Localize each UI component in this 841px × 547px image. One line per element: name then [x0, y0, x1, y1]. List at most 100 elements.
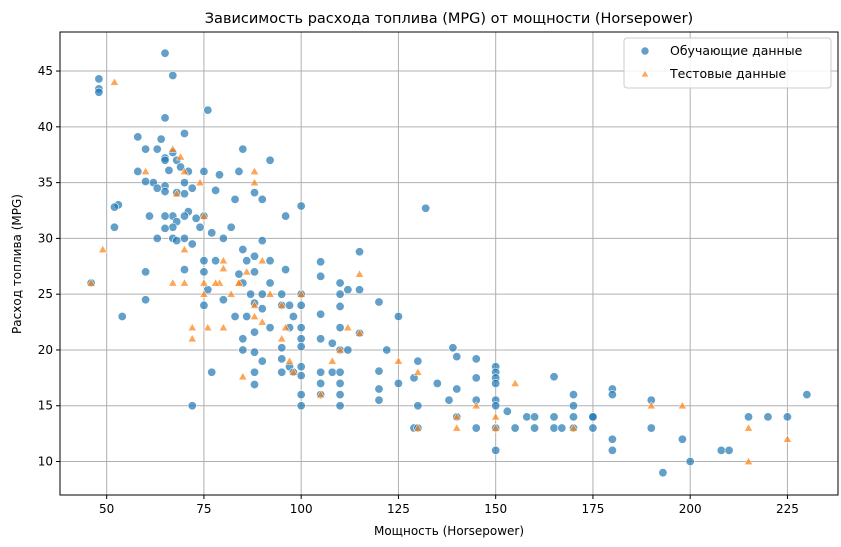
train-point	[179, 189, 189, 199]
train-point	[335, 278, 345, 288]
train-point	[265, 323, 275, 333]
test-point	[226, 289, 236, 298]
train-point	[172, 236, 182, 246]
train-point	[94, 74, 104, 84]
test-point	[354, 269, 365, 278]
train-point	[335, 367, 345, 377]
y-axis-ticks: 10 15 20 25 30 35 40 45	[38, 64, 60, 469]
x-tick-label: 175	[581, 502, 604, 516]
test-point	[199, 289, 209, 298]
train-point	[246, 289, 256, 299]
x-tick-label: 100	[290, 502, 313, 516]
train-point	[549, 372, 559, 382]
train-point	[179, 129, 189, 139]
x-tick-label: 75	[196, 502, 211, 516]
test-point	[176, 152, 186, 161]
train-point	[374, 395, 384, 405]
train-point	[214, 170, 224, 180]
test-point	[677, 401, 687, 410]
train-point	[176, 162, 186, 172]
train-point	[179, 265, 189, 275]
train-point	[409, 373, 419, 383]
test-point	[284, 356, 295, 365]
train-point	[646, 423, 656, 433]
train-point	[168, 222, 178, 232]
train-point	[250, 347, 260, 357]
train-point	[327, 367, 337, 377]
train-point	[343, 285, 353, 295]
train-point	[152, 144, 162, 154]
test-point	[452, 423, 462, 432]
train-point	[491, 445, 501, 455]
test-point	[218, 263, 228, 272]
train-point	[160, 155, 170, 165]
test-point	[98, 244, 108, 253]
train-point	[277, 367, 287, 377]
train-point	[296, 362, 306, 372]
test-point	[234, 278, 244, 287]
test-point	[277, 334, 287, 343]
train-point	[94, 87, 104, 97]
train-point	[250, 251, 260, 261]
train-point	[677, 434, 687, 444]
train-point	[296, 390, 306, 400]
test-point	[249, 177, 260, 186]
y-tick-label: 15	[38, 399, 53, 413]
test-point	[265, 289, 275, 298]
test-point	[257, 256, 267, 265]
test-point	[646, 401, 656, 410]
train-point	[355, 247, 365, 257]
test-point	[199, 278, 209, 287]
train-point	[413, 356, 423, 366]
train-point	[109, 202, 119, 212]
train-point	[335, 289, 345, 299]
train-point	[117, 311, 127, 321]
train-point	[296, 201, 306, 211]
legend-marker-test	[639, 68, 651, 78]
train-point	[413, 401, 423, 411]
train-point	[199, 256, 209, 266]
train-point	[658, 468, 668, 478]
test-point	[218, 256, 228, 265]
train-point	[448, 343, 458, 353]
train-point	[316, 367, 326, 377]
train-point	[296, 401, 306, 411]
test-point	[568, 423, 579, 432]
train-point	[160, 113, 170, 123]
train-point	[296, 371, 306, 381]
test-point	[743, 456, 754, 465]
train-point	[265, 278, 275, 288]
train-point	[211, 185, 221, 195]
y-tick-label: 35	[38, 176, 53, 190]
train-point	[250, 367, 260, 377]
train-point	[316, 334, 326, 344]
test-point	[413, 423, 423, 432]
train-point	[133, 166, 143, 176]
train-point	[296, 323, 306, 333]
test-point	[168, 144, 178, 153]
train-point	[238, 334, 248, 344]
train-point	[141, 144, 151, 154]
test-point	[281, 323, 291, 332]
train-point	[230, 311, 240, 321]
train-point	[179, 178, 189, 188]
x-axis-ticks: 50 75 100 125 150 175 200 225	[99, 495, 799, 516]
train-point	[281, 265, 291, 275]
train-point	[802, 390, 812, 400]
x-tick-label: 125	[387, 502, 410, 516]
train-point	[109, 222, 119, 232]
test-point	[168, 278, 178, 287]
test-point	[327, 356, 337, 365]
train-point	[218, 295, 228, 305]
grid-lines	[60, 32, 838, 495]
train-point	[207, 228, 217, 238]
train-point	[343, 345, 353, 355]
train-point	[568, 401, 578, 411]
legend-marker-train	[640, 46, 650, 56]
train-point	[355, 285, 365, 295]
train-point	[257, 236, 267, 246]
x-tick-label: 50	[99, 502, 114, 516]
train-point	[164, 165, 174, 175]
train-point	[160, 187, 170, 197]
train-point	[588, 412, 598, 422]
